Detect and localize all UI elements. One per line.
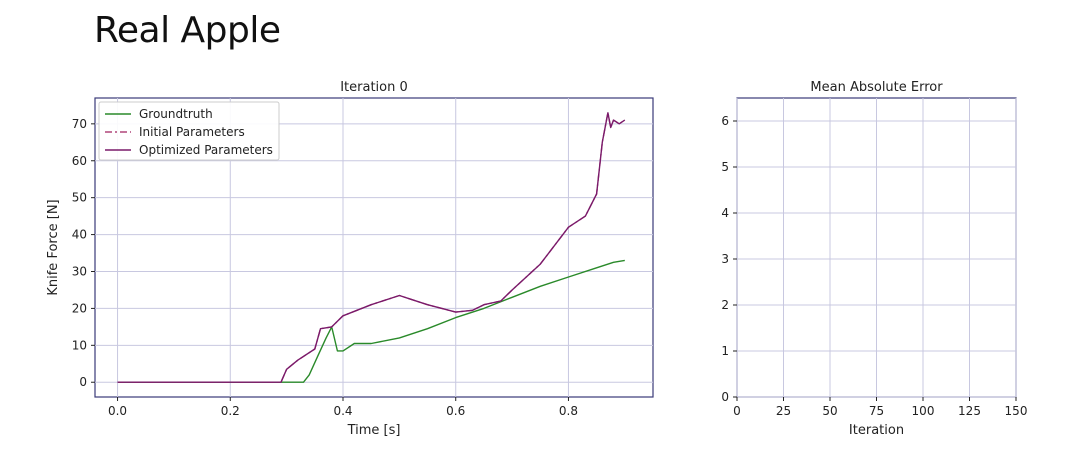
force-chart-legend: Groundtruth Initial Parameters Optimized P… xyxy=(98,101,280,161)
x-tick-label: 0.6 xyxy=(446,404,465,418)
y-tick-label: 50 xyxy=(72,191,87,205)
x-tick-label: 0.0 xyxy=(108,404,127,418)
y-tick-label: 20 xyxy=(72,301,87,315)
x-tick-label: 125 xyxy=(958,404,981,418)
page-title: Real Apple xyxy=(94,10,281,51)
force-chart: 0.0 0.2 0.4 0.6 0.8 0 10 20 30 40 50 60 70 Iteratio… xyxy=(46,80,654,438)
x-tick-label: 0.8 xyxy=(559,404,578,418)
y-tick-label: 6 xyxy=(721,114,729,128)
mae-chart-title: Mean Absolute Error xyxy=(810,80,943,95)
force-chart-xticks: 0.0 0.2 0.4 0.6 0.8 xyxy=(108,397,578,418)
mae-chart-yticks: 0 1 2 3 4 5 6 xyxy=(721,114,737,404)
y-tick-label: 1 xyxy=(721,344,729,358)
x-tick-label: 25 xyxy=(776,404,791,418)
force-chart-series xyxy=(117,112,626,383)
x-tick-label: 150 xyxy=(1005,404,1028,418)
mae-chart-grid xyxy=(736,98,1017,398)
y-tick-label: 2 xyxy=(721,298,729,312)
y-tick-label: 5 xyxy=(721,160,729,174)
force-chart-plot-area xyxy=(94,97,654,398)
x-tick-label: 100 xyxy=(912,404,935,418)
y-tick-label: 10 xyxy=(72,338,87,352)
x-tick-label: 75 xyxy=(869,404,884,418)
y-tick-label: 0 xyxy=(721,390,729,404)
legend-label: Optimized Parameters xyxy=(139,143,273,157)
y-tick-label: 60 xyxy=(72,154,87,168)
optimized-parameters-line xyxy=(117,112,626,383)
x-tick-label: 50 xyxy=(822,404,837,418)
force-chart-ylabel: Knife Force [N] xyxy=(46,199,61,295)
force-chart-xlabel: Time [s] xyxy=(347,423,401,438)
mae-chart-xticks: 0 25 50 75 100 125 150 xyxy=(733,397,1027,418)
y-tick-label: 0 xyxy=(79,375,87,389)
y-tick-label: 4 xyxy=(721,206,729,220)
y-tick-label: 70 xyxy=(72,117,87,131)
y-tick-label: 3 xyxy=(721,252,729,266)
force-chart-yticks: 0 10 20 30 40 50 60 70 xyxy=(72,117,95,389)
force-chart-title: Iteration 0 xyxy=(340,80,408,95)
x-tick-label: 0 xyxy=(733,404,741,418)
x-tick-label: 0.2 xyxy=(221,404,240,418)
legend-box xyxy=(98,101,280,161)
legend-label: Initial Parameters xyxy=(139,125,245,139)
mae-chart: 0 25 50 75 100 125 150 0 1 2 3 4 5 6 Mean Absolute E… xyxy=(721,80,1027,438)
legend-label: Groundtruth xyxy=(139,107,213,121)
y-tick-label: 40 xyxy=(72,228,87,242)
x-tick-label: 0.4 xyxy=(333,404,352,418)
mae-chart-xlabel: Iteration xyxy=(849,423,904,438)
groundtruth-line xyxy=(117,259,625,383)
y-tick-label: 30 xyxy=(72,264,87,278)
